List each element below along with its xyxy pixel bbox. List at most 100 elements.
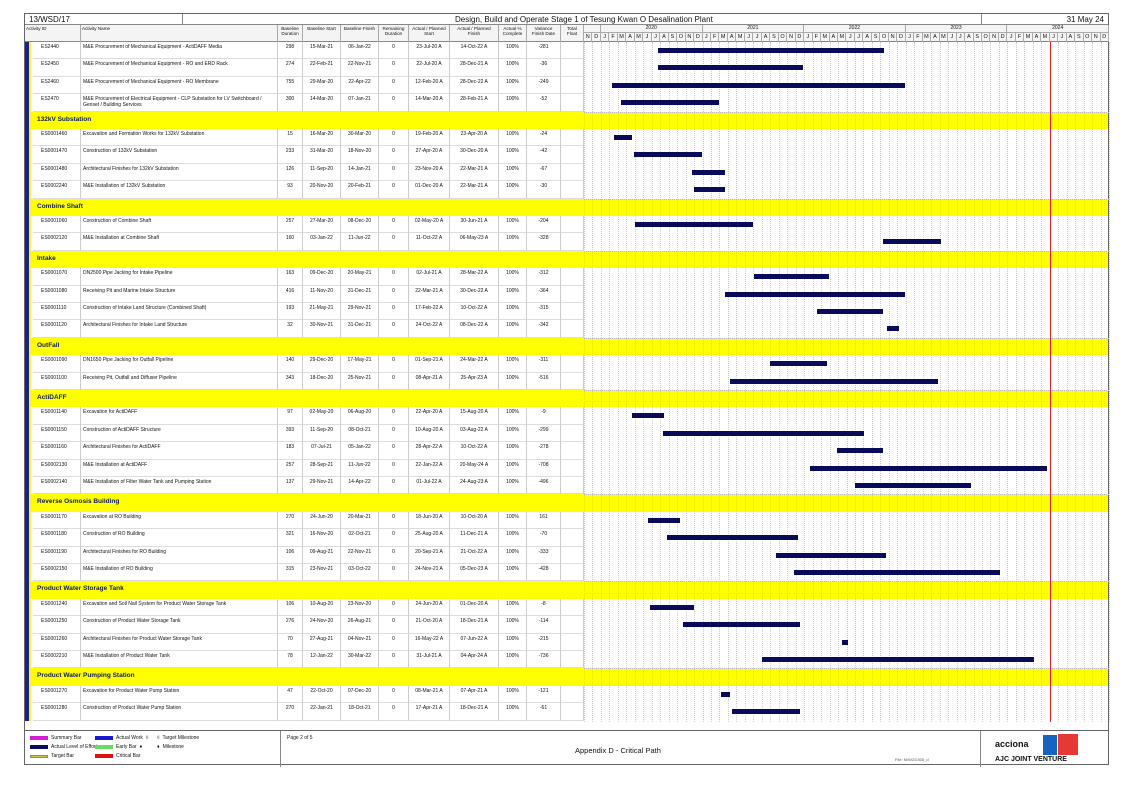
- cell-astart: 17-Apr-21 A: [409, 703, 450, 721]
- indent-stripe: [25, 94, 31, 112]
- cell-var: -215: [527, 633, 561, 651]
- cell-bdur: 193: [278, 303, 303, 321]
- activity-bar: [837, 448, 883, 454]
- grid-line: [626, 42, 628, 722]
- cell-bfinish: 04-Nov-21: [341, 633, 379, 651]
- activity-row: ES0001270 Excavation for Product Water Pu…: [25, 685, 1108, 704]
- cell-pct: 100%: [499, 424, 527, 443]
- month-label: M: [923, 33, 932, 42]
- activity-bar: [842, 639, 849, 645]
- cell-name: DN2500 Pipe Jacking for Intake Pipeline: [81, 268, 278, 286]
- cell-bstart: 18-Dec-20: [303, 372, 341, 390]
- cell-pct: 100%: [499, 442, 527, 460]
- cell-bdur: 321: [278, 529, 303, 547]
- cell-astart: 02-Jul-21 A: [409, 268, 450, 286]
- cell-afinish: 04-Apr-24 A: [450, 651, 499, 669]
- cell-astart: 11-Oct-22 A: [409, 233, 450, 251]
- grid-line: [702, 42, 704, 722]
- cell-afinish: 20-May-24 A: [450, 459, 499, 477]
- cell-astart: 17-Feb-22 A: [409, 303, 450, 321]
- legend-label: Actual Level of Effort: [51, 744, 98, 750]
- cell-pct: 100%: [499, 42, 527, 60]
- cell-pct: 100%: [499, 303, 527, 321]
- cell-name: M&E Installation of 132kV Substation: [81, 181, 278, 199]
- indent-stripe: [25, 250, 31, 269]
- cell-var: -67: [527, 163, 561, 182]
- cell-bstart: 14-Mar-20: [303, 94, 341, 112]
- activity-row: ES0001250 Construction of Product Water S…: [25, 616, 1108, 634]
- month-label: D: [1101, 33, 1109, 42]
- indent-stripe: [25, 494, 31, 512]
- indent-stripe: [25, 633, 31, 651]
- cell-var: -30: [527, 181, 561, 199]
- cell-bstart: 22-Jan-21: [303, 703, 341, 721]
- cell-pct: 100%: [499, 355, 527, 373]
- activity-row: ES2460 M&E Procurement of Mechanical Equi…: [25, 76, 1108, 95]
- cell-total-float: [561, 616, 584, 634]
- cell-bfinish: 06-Aug-20: [341, 407, 379, 425]
- month-label: F: [914, 33, 923, 42]
- cell-bstart: 24-Jun-20: [303, 511, 341, 530]
- cell-bstart: 11-Sep-20: [303, 424, 341, 443]
- cell-bdur: 78: [278, 651, 303, 669]
- cell-total-float: [561, 320, 584, 338]
- activity-bar: [761, 657, 1034, 662]
- indent-stripe: [25, 598, 31, 617]
- cell-bfinish: 23-Nov-20: [341, 598, 379, 617]
- column-header: Remaining Duration: [379, 25, 409, 42]
- legend-label: Target Bar: [51, 753, 75, 759]
- activity-bar: [614, 135, 633, 140]
- cell-var: -9: [527, 407, 561, 425]
- month-label: F: [609, 33, 618, 42]
- cell-pct: 100%: [499, 459, 527, 477]
- file-reference: File: M/W2/2405_d: [895, 757, 929, 762]
- cell-id: ES0001190: [33, 546, 81, 564]
- cell-total-float: [561, 76, 584, 95]
- cell-bdur: 15: [278, 129, 303, 147]
- cell-total-float: [561, 372, 584, 390]
- cell-rdur: 0: [379, 320, 409, 338]
- cell-pct: 100%: [499, 616, 527, 634]
- cell-afinish: 18-Dec-21 A: [450, 703, 499, 721]
- cell-var: -24: [527, 129, 561, 147]
- cell-bfinish: 08-Oct-21: [341, 424, 379, 443]
- grid-line: [948, 42, 950, 722]
- activity-row: ES0001080 Receiving Pit and Marine Intake…: [25, 285, 1108, 303]
- cell-name: Excavation and Formation Works for 132kV…: [81, 129, 278, 147]
- section-header: Product Water Pumping Station: [25, 668, 1108, 686]
- cell-id: ES0001270: [33, 685, 81, 704]
- cell-total-float: [561, 355, 584, 373]
- activity-row: ES0002130 M&E Installation at ActiDAFF 257…: [25, 459, 1108, 477]
- activity-bar: [647, 517, 680, 523]
- cell-bfinish: 08-Dec-20: [341, 216, 379, 234]
- cell-rdur: 0: [379, 511, 409, 530]
- cell-astart: 12-Feb-20 A: [409, 76, 450, 95]
- activity-row: ES0002240 M&E Installation of 132kV Subst…: [25, 181, 1108, 199]
- year-label: [584, 25, 601, 33]
- year-label: 2021: [702, 25, 805, 33]
- cell-bdur: 32: [278, 320, 303, 338]
- month-label: F: [1016, 33, 1025, 42]
- cell-bstart: 27-Aug-21: [303, 633, 341, 651]
- cell-bdur: 257: [278, 459, 303, 477]
- activity-bar: [886, 326, 900, 332]
- cell-total-float: [561, 163, 584, 182]
- grid-line: [660, 42, 662, 722]
- column-header: Activity Name: [81, 25, 278, 42]
- cell-var: -42: [527, 146, 561, 164]
- column-header: Actual / Planned Finish: [450, 25, 499, 42]
- month-label: D: [694, 33, 703, 42]
- cell-afinish: 07-Jun-22 A: [450, 633, 499, 651]
- column-header: Baseline Duration: [278, 25, 303, 42]
- indent-stripe: [25, 390, 31, 408]
- cell-bdur: 126: [278, 163, 303, 182]
- chun-wo-logo: [1058, 734, 1078, 755]
- month-label: J: [745, 33, 754, 42]
- cell-total-float: [561, 407, 584, 425]
- cell-bstart: 21-May-21: [303, 303, 341, 321]
- month-label: N: [1092, 33, 1101, 42]
- cell-total-float: [561, 424, 584, 443]
- cell-bfinish: 20-Feb-21: [341, 181, 379, 199]
- cell-rdur: 0: [379, 546, 409, 564]
- cell-astart: 02-May-20 A: [409, 216, 450, 234]
